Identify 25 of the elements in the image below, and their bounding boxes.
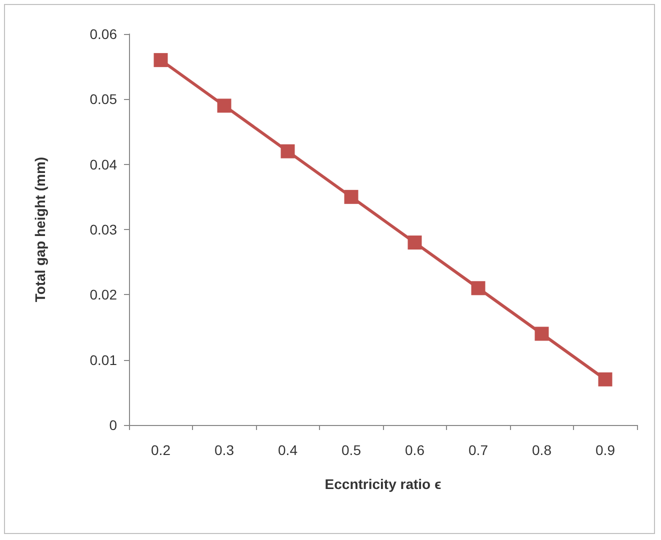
- y-tick-label: 0.01: [90, 352, 118, 368]
- x-tick-label: 0.4: [278, 442, 298, 458]
- y-tick-label: 0.06: [90, 26, 118, 42]
- x-tick-label: 0.2: [151, 442, 171, 458]
- y-tick-label: 0.02: [90, 286, 118, 303]
- point: [471, 281, 486, 296]
- point: [534, 326, 549, 341]
- y-tick-label: 0.05: [90, 91, 118, 108]
- point: [598, 372, 612, 386]
- point: [217, 98, 232, 113]
- x-tick-label: 0.3: [214, 442, 234, 458]
- x-tick-label: 0.7: [468, 442, 488, 458]
- y-tick-label: 0.04: [90, 156, 118, 172]
- y-tick-label: 0: [109, 417, 118, 433]
- x-tick-label: 0.5: [342, 442, 362, 458]
- x-axis-title: Eccntricity ratio ϵ: [324, 476, 442, 492]
- x-tick-label: 0.6: [405, 442, 425, 458]
- point: [408, 236, 422, 250]
- x-tick-label: 0.8: [532, 442, 552, 458]
- point: [280, 144, 295, 158]
- y-tick-label: 0.03: [90, 222, 118, 238]
- point: [154, 53, 168, 68]
- x-tick-label: 0.9: [596, 442, 616, 458]
- y-axis-title: Total gap height (mm): [32, 156, 48, 302]
- point: [344, 190, 358, 204]
